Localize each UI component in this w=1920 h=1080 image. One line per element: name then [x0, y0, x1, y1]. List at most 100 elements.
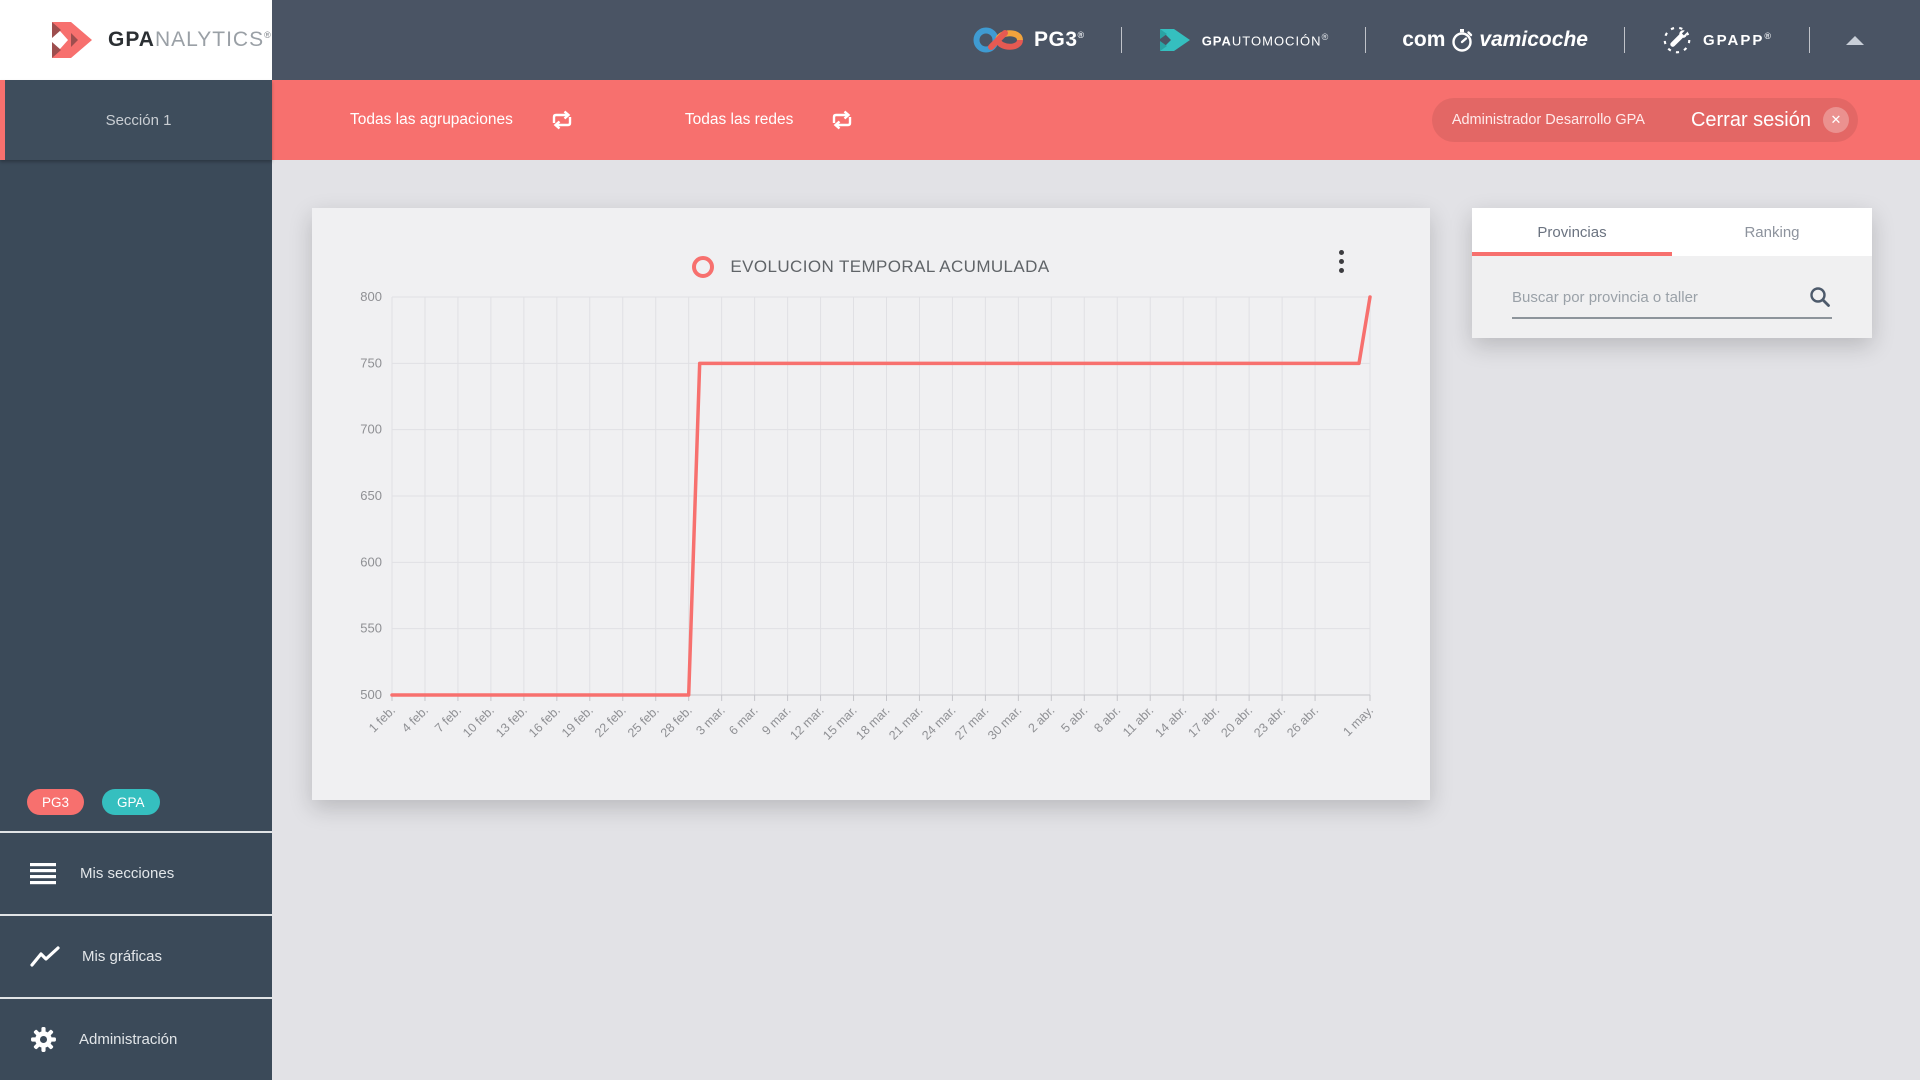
gpanalytics-arrow-icon [52, 22, 92, 58]
legend-series-ring-icon [692, 256, 715, 278]
svg-text:18 mar.: 18 mar. [853, 703, 892, 742]
svg-text:750: 750 [360, 355, 382, 370]
logo-bold-part: GPA [108, 28, 155, 51]
panel-tabs: Provincias Ranking [1472, 208, 1872, 256]
top-header: PG3® GPAUTOMOCIÓN® com vamicoche [272, 0, 1920, 80]
svg-text:500: 500 [360, 687, 382, 702]
stopwatch-icon [1452, 29, 1473, 52]
svg-text:12 mar.: 12 mar. [787, 703, 826, 742]
sidebar-item-label: Administración [79, 1031, 178, 1048]
gpautomocion-logo: GPAUTOMOCIÓN® [1158, 26, 1330, 54]
main-content: EVOLUCION TEMPORAL ACUMULADA 500 550 600 65… [272, 160, 1920, 1080]
logo-light-part: NALYTICS [154, 28, 265, 51]
filter-agrupaciones[interactable]: Todas las agrupaciones [350, 111, 513, 128]
svg-text:700: 700 [360, 422, 382, 437]
sidebar-item-label: Mis secciones [80, 865, 175, 882]
sidebar-divider [0, 914, 272, 916]
tab-ranking[interactable]: Ranking [1744, 223, 1800, 241]
svg-text:5 abr.: 5 abr. [1058, 703, 1090, 735]
svg-text:650: 650 [360, 488, 382, 503]
pg3-logo-text: PG3® [1034, 28, 1085, 51]
gpanalytics-logo: GPANALYTICS® [0, 0, 272, 80]
sidebar-badges: PG3 GPA [0, 789, 272, 831]
svg-text:800: 800 [360, 289, 382, 304]
pg3-logo: PG3® [972, 24, 1085, 56]
menu-list-icon [30, 862, 56, 884]
logout-button[interactable]: Cerrar sesión [1690, 108, 1811, 131]
sidebar-item-label: Sección 1 [105, 111, 172, 129]
svg-text:17 abr.: 17 abr. [1185, 703, 1222, 740]
sidebar: GPANALYTICS® Sección 1 PG3 GPA Mis secci… [0, 0, 272, 1080]
svg-text:20 abr.: 20 abr. [1218, 703, 1255, 740]
svg-text:26 abr.: 26 abr. [1284, 703, 1321, 740]
comprovamicoche-text-right: vamicoche [1479, 28, 1588, 51]
header-divider [1809, 27, 1810, 53]
svg-text:8 abr.: 8 abr. [1091, 703, 1123, 735]
gpanalytics-logo-text: GPANALYTICS® [108, 28, 272, 52]
collapse-caret-icon[interactable] [1846, 35, 1864, 45]
sidebar-item-label: Mis gráficas [82, 948, 163, 965]
filter-redes[interactable]: Todas las redes [684, 111, 794, 128]
search-field [1512, 285, 1832, 319]
svg-text:1 may.: 1 may. [1340, 703, 1376, 739]
svg-text:27 mar.: 27 mar. [952, 703, 991, 742]
active-tab-underline [1472, 252, 1672, 256]
badge-gpa[interactable]: GPA [102, 789, 160, 815]
chart-menu-kebab-icon[interactable] [1335, 246, 1348, 277]
svg-text:2 abr.: 2 abr. [1025, 703, 1057, 735]
chart-legend-item[interactable]: EVOLUCION TEMPORAL ACUMULADA [312, 256, 1430, 278]
infinity-icon [973, 27, 1024, 53]
search-icon[interactable] [1808, 285, 1832, 309]
user-name-label: Administrador Desarrollo GPA [1451, 112, 1645, 128]
panel-search-area [1472, 256, 1872, 338]
provinces-panel: Provincias Ranking [1472, 208, 1872, 338]
svg-text:25 feb.: 25 feb. [625, 703, 662, 740]
sidebar-item-mis-graficas[interactable]: Mis gráficas [0, 916, 272, 997]
svg-text:600: 600 [360, 554, 382, 569]
svg-text:19 feb.: 19 feb. [559, 703, 596, 740]
chart-card: EVOLUCION TEMPORAL ACUMULADA 500 550 600 65… [312, 208, 1430, 800]
svg-text:11 abr.: 11 abr. [1120, 703, 1156, 739]
svg-text:4 feb.: 4 feb. [399, 703, 431, 735]
svg-text:13 feb.: 13 feb. [493, 703, 530, 740]
logo-registered-mark: ® [264, 30, 272, 40]
gear-icon [31, 1027, 56, 1052]
svg-text:28 feb.: 28 feb. [658, 703, 695, 740]
sidebar-item-mis-secciones[interactable]: Mis secciones [0, 833, 272, 914]
gpapp-logo: GPAPP® [1661, 24, 1773, 56]
swap-redes-icon[interactable] [829, 109, 855, 131]
svg-text:10 feb.: 10 feb. [460, 703, 497, 740]
tab-provincias[interactable]: Provincias [1537, 223, 1607, 241]
swap-agrupaciones-icon[interactable] [549, 109, 575, 131]
sidebar-divider [0, 997, 272, 999]
logout-close-icon[interactable]: ✕ [1823, 107, 1849, 133]
chart-title: EVOLUCION TEMPORAL ACUMULADA [730, 257, 1050, 276]
gpautomocion-logo-text: GPAUTOMOCIÓN® [1201, 31, 1330, 49]
sidebar-item-administracion[interactable]: Administración [0, 999, 272, 1080]
svg-text:30 mar.: 30 mar. [985, 703, 1024, 742]
header-divider [1120, 27, 1122, 53]
svg-text:3 mar.: 3 mar. [693, 703, 727, 737]
sidebar-spacer [0, 160, 272, 789]
sidebar-item-seccion-1[interactable]: Sección 1 [0, 80, 272, 160]
trend-chart-icon [30, 945, 60, 967]
user-session-pill: Administrador Desarrollo GPA Cerrar sesi… [1431, 98, 1858, 142]
svg-text:6 mar.: 6 mar. [726, 703, 760, 737]
svg-text:14 abr.: 14 abr. [1152, 703, 1189, 740]
svg-text:23 abr.: 23 abr. [1251, 703, 1288, 740]
filter-toolbar: Todas las agrupaciones Todas las redes A… [272, 80, 1920, 160]
svg-text:15 mar.: 15 mar. [820, 703, 859, 742]
sidebar-divider [0, 831, 272, 833]
comprovamicoche-text-left: com [1402, 28, 1446, 51]
search-input[interactable] [1512, 288, 1808, 306]
gpapp-logo-text: GPAPP® [1702, 31, 1773, 49]
gpautomocion-arrow-icon [1159, 29, 1190, 51]
wrench-icon [1663, 26, 1691, 54]
svg-text:550: 550 [360, 621, 382, 636]
header-divider [1365, 27, 1367, 53]
comprovamicoche-logo: com vamicoche [1402, 27, 1588, 53]
svg-text:22 feb.: 22 feb. [592, 703, 629, 740]
badge-pg3[interactable]: PG3 [27, 789, 85, 815]
svg-text:1 feb.: 1 feb. [366, 703, 398, 735]
